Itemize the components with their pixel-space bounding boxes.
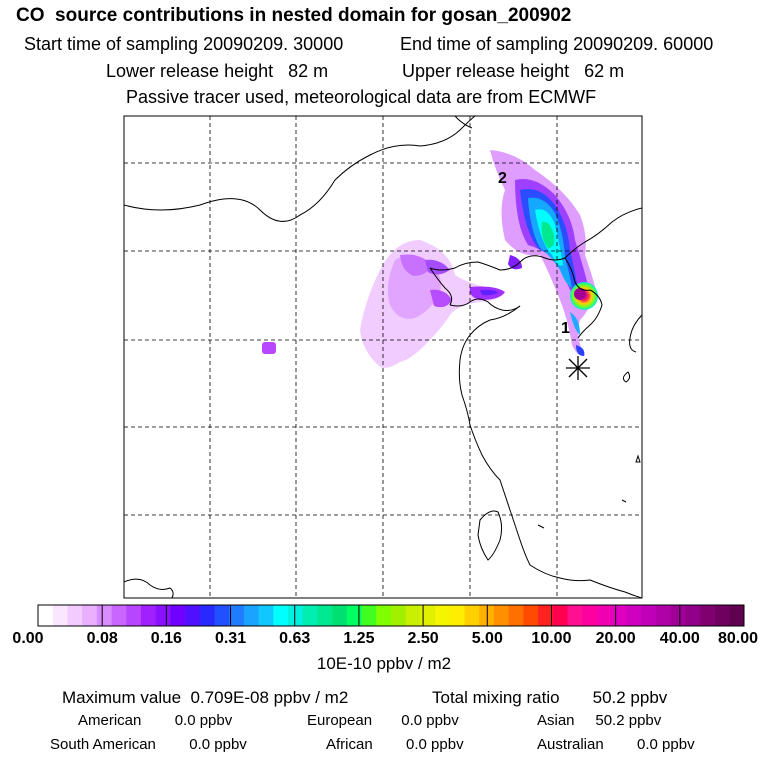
colorbar-cell [611, 605, 627, 626]
point-label-1: 1 [561, 320, 570, 337]
colorbar-cell [552, 605, 568, 626]
figure-title: CO source contributions in nested domain… [16, 5, 572, 26]
lower-release-height: Lower release height 82 m [106, 61, 329, 81]
total-mixing-ratio: Total mixing ratio 50.2 ppbv [432, 688, 668, 707]
colorbar-cell [317, 605, 333, 626]
colorbar-unit: 10E-10 ppbv / m2 [316, 654, 452, 673]
colorbar-cell [96, 605, 112, 626]
upper-release-height: Upper release height 62 m [402, 61, 625, 81]
colorbar-tick-label: 0.08 [86, 630, 118, 647]
colorbar-cell [155, 605, 171, 626]
colorbar-cell [288, 605, 304, 626]
colorbar-cell [508, 605, 524, 626]
colorbar-tick-label: 10.00 [531, 630, 572, 647]
colorbar-cell [258, 605, 274, 626]
colorbar-cell [435, 605, 451, 626]
australian-contribution: Australian 0.0 ppbv [537, 736, 695, 753]
isolated-patch [262, 342, 276, 354]
colorbar-cell [332, 605, 348, 626]
colorbar-cell [729, 605, 745, 626]
colorbar-cell [67, 605, 83, 626]
colorbar-cell [302, 605, 318, 626]
plume-west [262, 240, 505, 368]
colorbar-cell [229, 605, 245, 626]
colorbar-tick-label: 20.00 [595, 630, 636, 647]
colorbar-cell [361, 605, 377, 626]
colorbar-cell [626, 605, 642, 626]
colorbar-cell [582, 605, 598, 626]
colorbar-cell [391, 605, 407, 626]
colorbar-cell [420, 605, 436, 626]
colorbar-tick-label: 80.00 [717, 630, 759, 647]
colorbar-cell [538, 605, 554, 626]
colorbar-cell [82, 605, 98, 626]
colorbar-cell [714, 605, 730, 626]
colorbar-cell [126, 605, 142, 626]
colorbar-tick-label: 0.00 [12, 630, 44, 647]
point-label-2: 2 [498, 170, 507, 187]
colorbar-cell [185, 605, 201, 626]
colorbar-cell [38, 605, 54, 626]
colorbar-cell [670, 605, 686, 626]
colorbar-tick-label: 0.16 [150, 630, 182, 647]
colorbar-cell [464, 605, 480, 626]
colorbar-cell [214, 605, 230, 626]
colorbar-tick-label: 2.50 [407, 630, 439, 647]
colorbar-cell [479, 605, 495, 626]
south-american-contribution: South American 0.0 ppbv [50, 736, 247, 753]
start-time-label: Start time of sampling 20090209. 30000 [24, 34, 344, 54]
colorbar-cell [273, 605, 289, 626]
tracer-note: Passive tracer used, meteorological data… [126, 87, 597, 107]
african-contribution: African 0.0 ppbv [326, 736, 464, 753]
colorbar-cell [523, 605, 539, 626]
colorbar-cell [641, 605, 657, 626]
colorbar-cell [493, 605, 509, 626]
colorbar-cell [405, 605, 421, 626]
asterisk-icon [566, 356, 590, 380]
asian-contribution: Asian 50.2 ppbv [537, 712, 662, 729]
colorbar-cell [111, 605, 127, 626]
maximum-value: Maximum value 0.709E-08 ppbv / m2 [62, 688, 349, 707]
colorbar-cell [140, 605, 156, 626]
colorbar-tick-label: 0.31 [214, 630, 247, 647]
coastlines [124, 116, 642, 598]
colorbar-cell [376, 605, 392, 626]
colorbar-tick-label: 5.00 [471, 630, 503, 647]
plume-northeast [490, 150, 598, 356]
colorbar-cell [243, 605, 259, 626]
colorbar-cell [52, 605, 68, 626]
colorbar-cell [170, 605, 186, 626]
colorbar-cell [655, 605, 671, 626]
colorbar-tick-label: 0.63 [279, 630, 311, 647]
colorbar [37, 604, 745, 627]
end-time-label: End time of sampling 20090209. 60000 [400, 34, 714, 54]
colorbar-cell [699, 605, 715, 626]
american-contribution: American 0.0 ppbv [78, 712, 233, 729]
colorbar-cell [346, 605, 362, 626]
colorbar-cell [449, 605, 465, 626]
colorbar-cell [567, 605, 583, 626]
colorbar-cell [596, 605, 612, 626]
colorbar-tick-label: 1.25 [343, 630, 375, 647]
european-contribution: European 0.0 ppbv [307, 712, 459, 729]
grid-lines [124, 116, 642, 598]
colorbar-cell [199, 605, 215, 626]
colorbar-tick-label: 40.00 [659, 630, 700, 647]
colorbar-cell [685, 605, 701, 626]
colorbar-frame [37, 604, 745, 627]
